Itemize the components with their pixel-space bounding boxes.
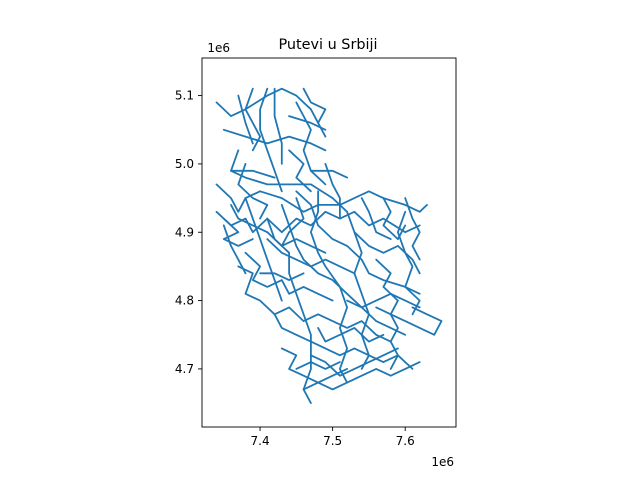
y-tick-label: 4.9 bbox=[175, 225, 194, 239]
road-segment bbox=[295, 361, 341, 370]
y-offset-label: 1e6 bbox=[207, 41, 230, 55]
road-segment bbox=[230, 169, 276, 179]
road-segment bbox=[273, 87, 283, 165]
road-segment bbox=[295, 190, 421, 295]
road-segment bbox=[310, 169, 348, 179]
road-network bbox=[215, 87, 443, 404]
road-segment bbox=[237, 265, 392, 343]
x-tick-label: 7.5 bbox=[323, 434, 342, 448]
y-tick-label: 4.8 bbox=[175, 294, 194, 308]
road-segment bbox=[273, 313, 414, 370]
axes-frame bbox=[201, 57, 457, 428]
road-segment bbox=[259, 272, 305, 281]
x-offset-label: 1e6 bbox=[431, 455, 454, 469]
road-segment bbox=[404, 197, 421, 261]
road-segment bbox=[288, 149, 312, 193]
road-segment bbox=[353, 231, 370, 370]
road-segment bbox=[222, 128, 327, 152]
road-segment bbox=[222, 217, 254, 247]
road-segment bbox=[280, 204, 407, 336]
road-segment bbox=[259, 87, 283, 193]
x-tick-label: 7.4 bbox=[251, 434, 270, 448]
road-segment bbox=[310, 347, 399, 377]
x-tick-label: 7.6 bbox=[396, 434, 415, 448]
y-tick-label: 5.0 bbox=[175, 157, 194, 171]
road-segment bbox=[259, 190, 428, 213]
road-segment bbox=[244, 251, 334, 302]
road-segment bbox=[230, 204, 327, 254]
road-segment bbox=[302, 87, 327, 138]
x-axis: 7.4 7.5 7.6 bbox=[251, 427, 415, 448]
road-segment bbox=[331, 197, 421, 275]
road-segment bbox=[310, 190, 348, 384]
road-segment bbox=[244, 87, 261, 152]
road-segment bbox=[280, 347, 421, 391]
road-segment bbox=[382, 197, 407, 240]
chart-title: Putevi u Srbiji bbox=[278, 37, 377, 53]
road-segment bbox=[317, 327, 385, 343]
plot-area bbox=[201, 57, 457, 428]
y-tick-label: 5.1 bbox=[175, 89, 194, 103]
road-segment bbox=[280, 197, 305, 247]
y-tick-label: 4.7 bbox=[175, 362, 194, 376]
road-segment bbox=[397, 210, 421, 316]
road-segment bbox=[302, 368, 348, 391]
y-axis: 4.7 4.8 4.9 5.0 5.1 bbox=[175, 89, 202, 376]
road-segment bbox=[222, 224, 247, 275]
road-segment bbox=[324, 163, 341, 220]
road-segment bbox=[266, 238, 356, 275]
road-segment bbox=[237, 163, 269, 220]
road-segment bbox=[346, 292, 421, 309]
road-segment bbox=[375, 306, 443, 336]
road-segment bbox=[266, 217, 312, 404]
road-segment bbox=[360, 197, 392, 240]
road-segment bbox=[237, 94, 254, 145]
